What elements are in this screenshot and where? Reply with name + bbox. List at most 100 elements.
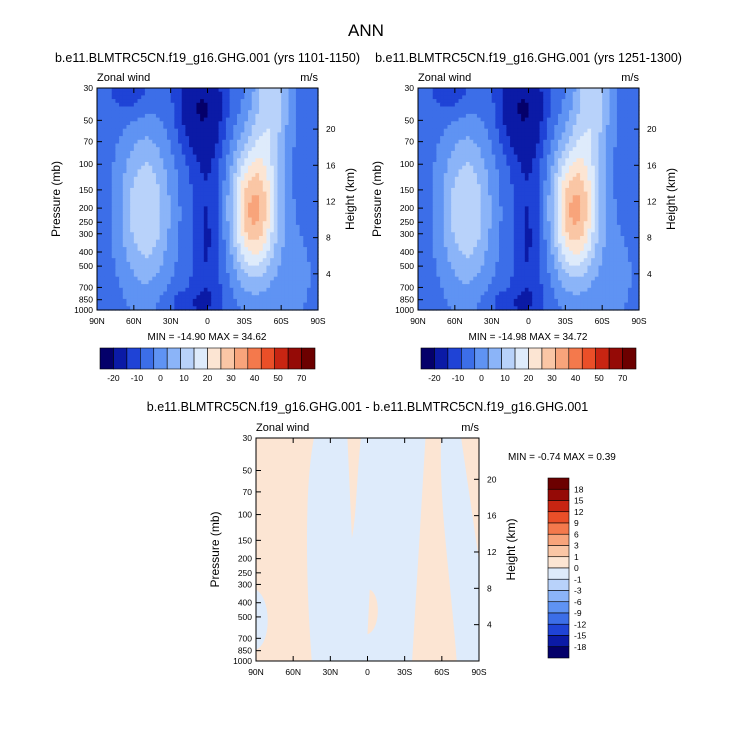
contour-cell <box>624 154 629 159</box>
contour-cell <box>211 95 216 100</box>
contour-cell <box>211 261 216 267</box>
contour-cell <box>539 128 544 133</box>
contour-cell <box>539 121 544 126</box>
contour-cell <box>248 165 253 170</box>
contour-cell <box>303 162 308 167</box>
contour-cell <box>229 191 234 196</box>
contour-cell <box>458 165 463 170</box>
contour-cell <box>229 224 234 230</box>
contour-cell <box>502 139 507 145</box>
contour-cell <box>119 125 124 130</box>
contour-cell <box>465 143 471 148</box>
contour-cell <box>163 102 168 108</box>
contour-cell <box>251 280 256 285</box>
contour-cell <box>185 143 190 148</box>
contour-cell <box>100 265 105 270</box>
contour-cell <box>155 287 161 293</box>
contour-cell <box>229 258 234 263</box>
contour-cell <box>473 139 478 145</box>
contour-cell <box>178 254 183 259</box>
contour-cell <box>119 302 124 307</box>
contour-cell <box>277 210 282 215</box>
contour-cell <box>137 99 142 104</box>
contour-cell <box>203 99 209 104</box>
contour-cell <box>203 276 209 281</box>
contour-cell <box>535 91 541 96</box>
contour-cell <box>580 95 585 100</box>
contour-cell <box>535 147 541 152</box>
contour-cell <box>583 150 589 156</box>
contour-cell <box>152 125 157 130</box>
contour-cell <box>277 176 282 182</box>
contour-cell <box>174 91 179 96</box>
contour-cell <box>270 154 275 159</box>
contour-cell <box>535 128 541 133</box>
contour-cell <box>192 99 198 104</box>
contour-cell <box>605 99 611 104</box>
contour-cell <box>266 125 271 130</box>
contour-cell <box>255 221 260 226</box>
contour-cell <box>119 258 124 263</box>
contour-cell <box>425 158 430 163</box>
contour-cell <box>440 139 445 145</box>
contour-cell <box>561 113 566 119</box>
contour-cell <box>137 128 142 133</box>
contour-cell <box>214 139 220 145</box>
contour-cell <box>181 291 186 296</box>
contour-cell <box>613 150 618 156</box>
contour-cell <box>225 228 231 233</box>
contour-cell <box>270 102 275 108</box>
contour-cell <box>214 210 220 215</box>
contour-cell <box>248 276 253 281</box>
contour-cell <box>100 154 105 159</box>
contour-cell <box>432 165 438 170</box>
contour-cell <box>119 284 124 289</box>
contour-cell <box>218 158 223 163</box>
contour-cell <box>200 113 205 119</box>
contour-cell <box>104 254 109 259</box>
contour-cell <box>432 147 438 152</box>
contour-cell <box>189 302 194 307</box>
contour-cell <box>130 210 135 215</box>
contour-cell <box>144 121 150 126</box>
contour-cell <box>613 154 618 159</box>
contour-cell <box>513 88 519 93</box>
contour-cell <box>192 117 198 122</box>
contour-cell <box>546 117 552 122</box>
contour-cell <box>203 258 209 263</box>
contour-cell <box>458 117 463 122</box>
contour-cell <box>122 202 128 207</box>
contour-cell <box>192 191 198 196</box>
contour-cell <box>418 173 423 178</box>
contour-cell <box>292 195 297 200</box>
contour-cell <box>266 106 271 111</box>
contour-cell <box>159 136 164 141</box>
contour-cell <box>517 113 522 119</box>
contour-cell <box>609 139 614 145</box>
contour-cell <box>214 287 220 293</box>
contour-cell <box>240 113 245 119</box>
contour-cell <box>225 147 231 152</box>
contour-cell <box>421 99 426 104</box>
contour-cell <box>108 254 113 259</box>
contour-cell <box>303 88 308 93</box>
contour-cell <box>104 136 109 141</box>
contour-cell <box>240 284 245 289</box>
contour-cell <box>255 91 260 96</box>
contour-cell <box>155 191 161 196</box>
contour-cell <box>572 113 577 119</box>
contour-cell <box>115 102 120 108</box>
contour-cell <box>166 113 172 119</box>
contour-cell <box>108 102 113 108</box>
contour-cell <box>152 221 157 226</box>
contour-cell <box>631 132 636 137</box>
contour-cell <box>277 254 282 259</box>
contour-cell <box>207 291 212 296</box>
contour-cell <box>462 125 467 130</box>
contour-cell <box>159 247 164 252</box>
contour-cell <box>222 236 227 241</box>
contour-cell <box>111 224 117 230</box>
contour-cell <box>299 173 304 178</box>
contour-cell <box>273 99 279 104</box>
contour-cell <box>292 247 297 252</box>
